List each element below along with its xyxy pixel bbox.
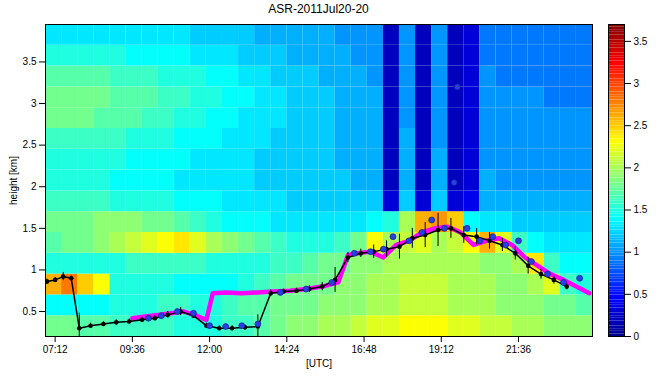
- svg-text:0.5: 0.5: [23, 306, 37, 317]
- svg-text:[UTC]: [UTC]: [306, 358, 332, 369]
- svg-text:19:12: 19:12: [429, 344, 454, 355]
- svg-text:3.5: 3.5: [634, 36, 648, 47]
- svg-text:height [km]: height [km]: [8, 156, 19, 205]
- svg-text:09:36: 09:36: [120, 344, 145, 355]
- svg-text:2: 2: [31, 181, 37, 192]
- svg-text:2.5: 2.5: [634, 120, 648, 131]
- svg-text:0: 0: [634, 331, 640, 342]
- svg-text:3: 3: [31, 98, 37, 109]
- svg-text:3.5: 3.5: [23, 56, 37, 67]
- svg-text:14:24: 14:24: [274, 344, 299, 355]
- svg-text:1.5: 1.5: [634, 204, 648, 215]
- svg-text:2: 2: [634, 162, 640, 173]
- svg-text:07:12: 07:12: [43, 344, 68, 355]
- svg-text:1.5: 1.5: [23, 223, 37, 234]
- svg-text:16:48: 16:48: [352, 344, 377, 355]
- svg-text:12:00: 12:00: [197, 344, 222, 355]
- svg-text:1: 1: [31, 264, 37, 275]
- svg-text:2.5: 2.5: [23, 139, 37, 150]
- svg-text:3: 3: [634, 78, 640, 89]
- svg-text:0.5: 0.5: [634, 289, 648, 300]
- svg-text:1: 1: [634, 246, 640, 257]
- html-text:ASR-2011Jul20-20: ASR-2011Jul20-20: [268, 2, 369, 16]
- svg-text:21:36: 21:36: [506, 344, 531, 355]
